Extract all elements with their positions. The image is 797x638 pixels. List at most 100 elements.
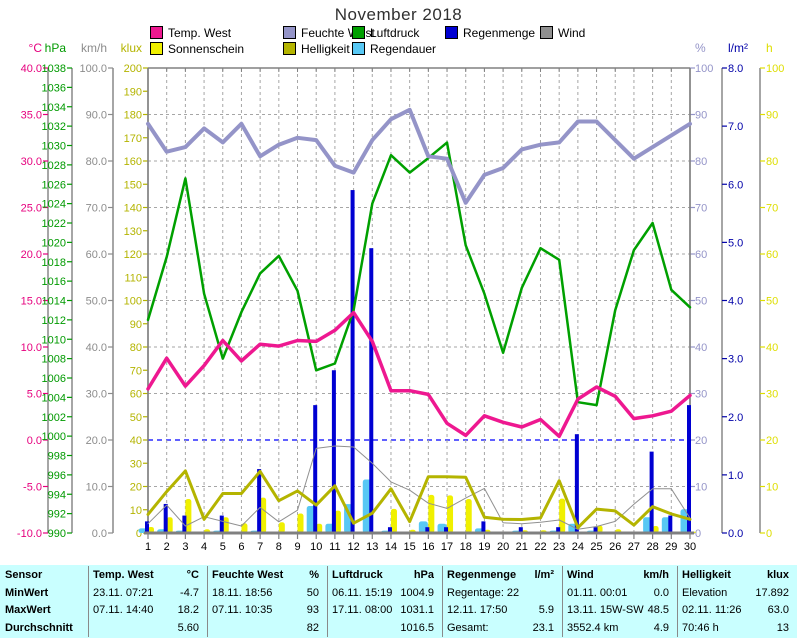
bar-regenmenge-day-28: [649, 451, 654, 533]
axis-tick-label: 40: [695, 342, 707, 354]
bar-regenmenge-day-11: [331, 370, 336, 533]
x-axis-day-label: 18: [460, 541, 472, 553]
bar-regenmenge-day-19: [481, 521, 486, 533]
table-cell: 18.11. 18:56 50: [212, 585, 319, 601]
axis-tick-label: 1018: [42, 257, 66, 269]
bar-sonnenschein-day-1: [148, 526, 154, 533]
table-cell: 70:46 h 13: [682, 620, 789, 636]
bar-regenmenge-day-13: [369, 248, 374, 533]
axis-tick-label: 100: [766, 63, 784, 75]
axis-tick-label: 100: [695, 63, 713, 75]
axis-tick-label: 20.0: [86, 435, 107, 447]
table-cell-text: Temp. West: [93, 569, 154, 581]
table-cell: 06.11. 15:19 1004.9: [332, 585, 434, 601]
axis-tick-label: 190: [124, 86, 142, 98]
table-cell-text: Durchschnitt: [5, 621, 73, 634]
axis-tick-label: 50.0: [86, 296, 107, 308]
table-cell-value: 0.0: [653, 586, 669, 599]
weather-chart: -10.0-5.00.05.010.015.020.025.030.035.04…: [17, 41, 784, 553]
axis-unit-label: km/h: [81, 41, 107, 55]
chart-title: November 2018: [334, 5, 463, 24]
x-axis-day-label: 8: [276, 541, 282, 553]
axis-tick-label: 0.0: [92, 528, 107, 540]
axis-tick-label: 90.0: [86, 110, 107, 122]
line-luftdruck: [146, 141, 692, 407]
axis-tick-label: 80.0: [86, 156, 107, 168]
legend-label: Helligkeit: [301, 41, 350, 56]
axis-tick-label: 6.0: [728, 179, 743, 191]
axis-tick-label: 8.0: [728, 63, 743, 75]
bar-sonnenschein-day-10: [316, 523, 323, 533]
legend-label: Regendauer: [370, 41, 437, 56]
axis-tick-label: 15.0: [21, 296, 42, 308]
axis-hours: 0 10 20 30 40 50 60 70 80 90 100 h: [759, 41, 784, 540]
bar-sonnenschein-day-9: [297, 513, 304, 533]
bar-regenmenge-day-1: [145, 521, 149, 533]
table-cell-value: 5.9: [538, 604, 554, 616]
table-cell-text: 23.11. 07:21: [93, 586, 154, 599]
axis-tick-label: 160: [124, 156, 142, 168]
x-axis-day-label: 13: [366, 541, 378, 553]
bar-regenmenge-day-10: [313, 405, 318, 533]
axis-tick-label: 10: [766, 482, 778, 494]
x-axis-day-label: 5: [220, 541, 226, 553]
axis-tick-label: 1012: [42, 315, 66, 327]
axis-tick-label: 180: [124, 110, 142, 122]
axis-brightness: 0 10 20 30 40 50 60 70 80 90 100 110 120 130 140 150 160…: [121, 41, 149, 540]
legend-swatch-sonnenschein: [150, 42, 163, 55]
series-regenmenge: [145, 190, 691, 533]
table-cell-value: l/m²: [534, 569, 554, 581]
table-cell-value: 18.2: [177, 604, 199, 616]
x-axis-day-label: 15: [404, 541, 416, 553]
table-cell-text: MaxWert: [5, 604, 51, 616]
axis-tick-label: 80: [766, 156, 778, 168]
x-axis-day-label: 9: [294, 541, 300, 553]
table-cell-text: Luftdruck: [332, 569, 383, 581]
stats-table-background: [0, 565, 797, 638]
axis-tick-label: 40: [130, 435, 142, 447]
x-axis-day-label: 25: [590, 541, 602, 553]
legend-swatch-regendauer: [352, 42, 365, 55]
x-axis-day-label: 21: [516, 541, 528, 553]
axis-tick-label: 996: [48, 470, 66, 482]
bar-regenmenge-day-7: [257, 469, 262, 533]
axis-tick-label: 90: [766, 110, 778, 122]
axis-humidity: 0 10 20 30 40 50 60 70 80 90 100%: [689, 41, 713, 540]
table-cell: 5.60: [93, 620, 199, 636]
table-cell: Luftdruck hPa: [332, 567, 434, 583]
table-cell-value: 17.892: [755, 586, 789, 599]
axis-tick-label: 1020: [42, 237, 66, 249]
table-cell: Wind km/h: [567, 567, 669, 583]
table-cell-text: Wind: [567, 569, 594, 581]
x-axis-day-label: 28: [646, 541, 658, 553]
table-cell: Regenmenge l/m²: [447, 567, 554, 583]
axis-tick-label: 30: [130, 458, 142, 470]
series-helligkeit: [146, 469, 692, 530]
axis-tick-label: 2.0: [728, 412, 743, 424]
table-cell-value: 1004.9: [400, 586, 434, 599]
x-axis-day-label: 27: [628, 541, 640, 553]
bar-regenmenge-day-21: [518, 527, 523, 533]
x-axis-day-label: 14: [385, 541, 397, 553]
axis-tick-label: -10.0: [17, 528, 42, 540]
table-cell-text: 3552.4 km: [567, 621, 619, 634]
bar-sonnenschein-day-6: [241, 523, 248, 533]
bar-sonnenschein-day-14: [390, 508, 397, 533]
series-feuchte-west: [146, 107, 692, 205]
axis-tick-label: 35.0: [21, 110, 42, 122]
legend-swatch-wind: [540, 26, 553, 39]
axis-tick-label: 994: [48, 489, 66, 501]
table-cell-text: 18.11. 18:56: [212, 586, 273, 599]
axis-tick-label: 40.0: [86, 342, 107, 354]
x-axis-day-label: 4: [201, 541, 207, 553]
legend-item-regenmenge: Regenmenge: [445, 26, 535, 40]
axis-tick-label: 20: [130, 482, 142, 494]
axis-tick-label: 50: [695, 296, 707, 308]
axis-tick-label: 1014: [42, 296, 66, 308]
axis-tick-label: 70.0: [86, 203, 107, 215]
axis-tick-label: 0.0: [728, 528, 743, 540]
x-axis-day-label: 20: [497, 541, 509, 553]
bar-regenmenge-day-29: [668, 515, 673, 533]
axis-unit-label: klux: [121, 41, 142, 55]
table-cell-text: Feuchte West: [212, 569, 284, 581]
